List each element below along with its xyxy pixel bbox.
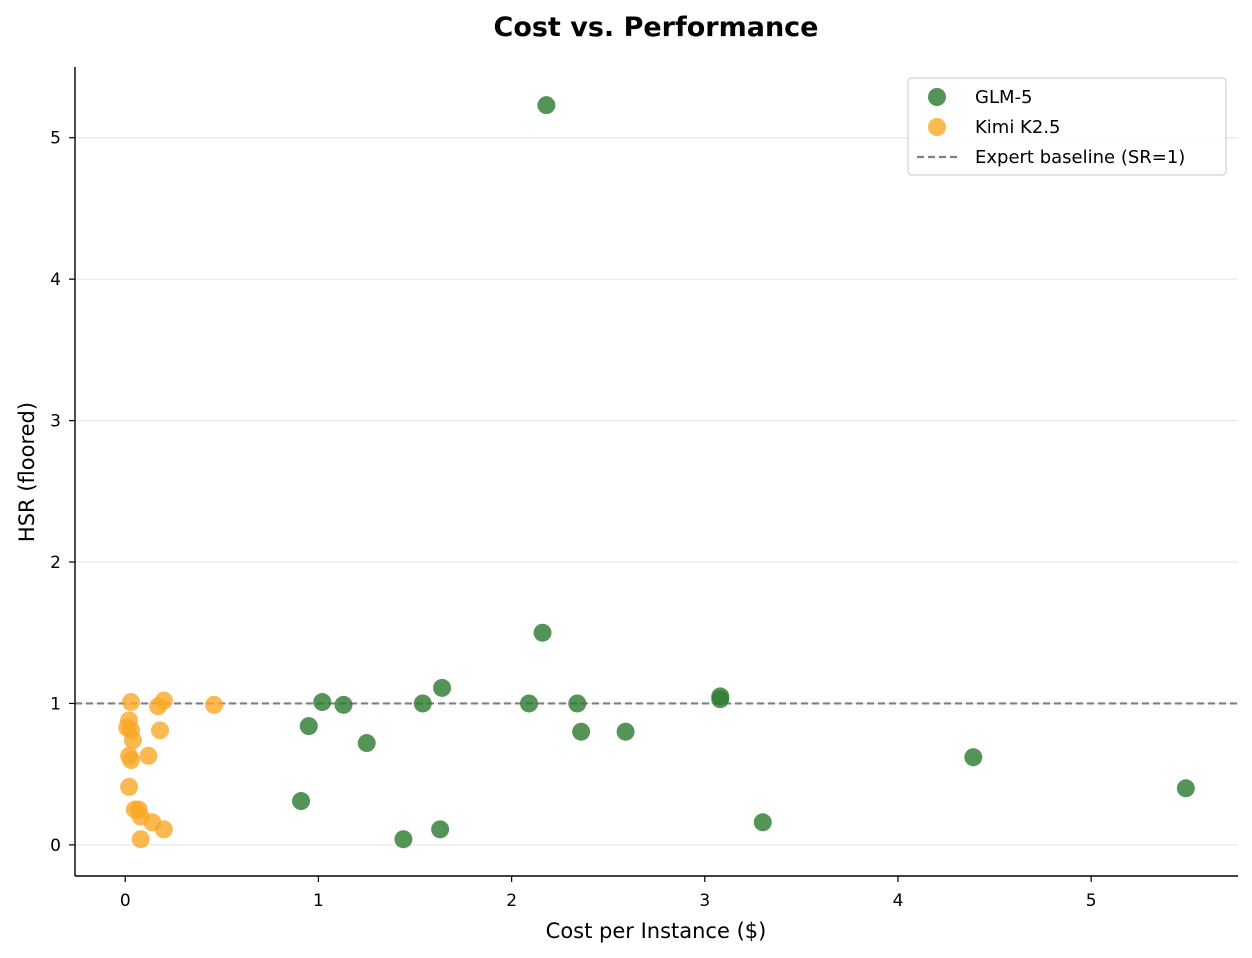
x-tick-label-3: 3 xyxy=(699,891,710,911)
legend-label-glm-5: GLM-5 xyxy=(975,87,1032,108)
point-glm-5-17 xyxy=(753,813,772,832)
point-kimi-k2-5-0 xyxy=(122,693,141,712)
point-glm-5-7 xyxy=(568,694,587,713)
point-kimi-k2-5-2 xyxy=(205,695,224,714)
y-tick-label-1: 1 xyxy=(50,694,61,714)
x-tick-label-0: 0 xyxy=(120,891,131,911)
point-glm-5-5 xyxy=(413,694,432,713)
y-tick-label-5: 5 xyxy=(50,129,61,149)
point-glm-5-15 xyxy=(1176,779,1195,798)
legend-box xyxy=(907,77,1227,176)
point-glm-5-13 xyxy=(616,722,635,741)
x-axis-title: Cost per Instance ($) xyxy=(546,919,767,943)
legend-label-kimi-k2-5: Kimi K2.5 xyxy=(975,117,1061,138)
point-kimi-k2-5-12 xyxy=(120,777,139,796)
legend-label-expert-baseline: Expert baseline (SR=1) xyxy=(975,147,1185,168)
point-glm-5-1 xyxy=(533,623,552,642)
point-kimi-k2-5-11 xyxy=(122,751,141,770)
point-glm-5-4 xyxy=(334,695,353,714)
point-glm-5-0 xyxy=(537,96,556,115)
point-glm-5-9 xyxy=(711,690,730,709)
chart-title: Cost vs. Performance xyxy=(494,12,819,43)
point-kimi-k2-5-10 xyxy=(139,746,158,765)
point-glm-5-10 xyxy=(299,717,318,736)
point-glm-5-16 xyxy=(292,792,311,811)
y-axis-title: HSR (floored) xyxy=(15,402,39,542)
point-glm-5-3 xyxy=(313,693,332,712)
legend-marker-kimi-k2-5 xyxy=(928,118,946,136)
x-axis-ticks: 0 1 2 3 4 5 xyxy=(120,876,1097,911)
x-tick-label-4: 4 xyxy=(893,891,904,911)
data-points xyxy=(118,96,1195,849)
point-glm-5-18 xyxy=(431,820,450,839)
y-tick-label-4: 4 xyxy=(50,270,61,290)
point-glm-5-11 xyxy=(357,734,376,753)
legend-marker-glm-5 xyxy=(928,88,946,106)
x-tick-label-1: 1 xyxy=(313,891,324,911)
point-glm-5-6 xyxy=(519,694,538,713)
point-glm-5-12 xyxy=(572,722,591,741)
point-glm-5-14 xyxy=(964,748,983,767)
y-axis-ticks: 0 1 2 3 4 5 xyxy=(50,129,75,856)
y-tick-label-3: 3 xyxy=(50,412,61,432)
point-kimi-k2-5-18 xyxy=(131,830,150,849)
point-glm-5-2 xyxy=(433,678,452,697)
point-kimi-k2-5-8 xyxy=(123,731,142,750)
point-glm-5-19 xyxy=(394,830,413,849)
point-kimi-k2-5-7 xyxy=(151,721,170,740)
x-tick-label-2: 2 xyxy=(506,891,517,911)
point-kimi-k2-5-17 xyxy=(154,820,173,839)
point-kimi-k2-5-3 xyxy=(149,697,168,716)
y-tick-label-0: 0 xyxy=(50,836,61,856)
y-tick-label-2: 2 xyxy=(50,553,61,573)
x-tick-label-5: 5 xyxy=(1086,891,1097,911)
legend: GLM-5 Kimi K2.5 Expert baseline (SR=1) xyxy=(907,77,1227,176)
